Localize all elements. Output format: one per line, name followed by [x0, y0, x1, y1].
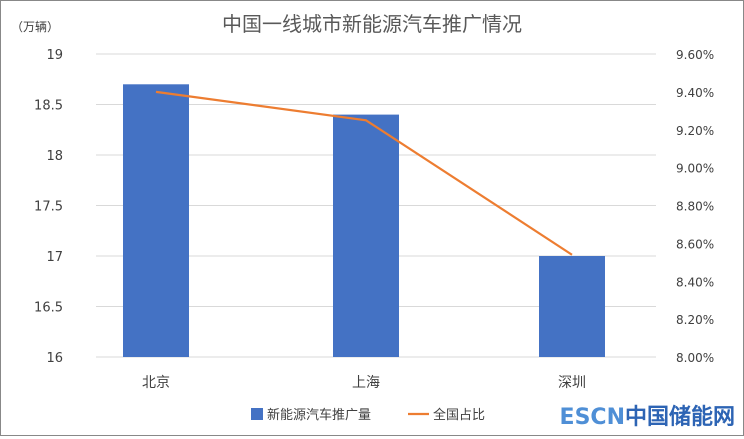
- y2-tick-label: 9.00%: [676, 162, 714, 176]
- bar-上海: [333, 115, 399, 357]
- legend-label-line: 全国占比: [433, 407, 485, 423]
- y2-tick-label: 9.60%: [676, 48, 714, 62]
- chart-title: 中国一线城市新能源汽车推广情况: [222, 12, 522, 36]
- y-tick-label: 16: [46, 351, 63, 366]
- y2-tick-label: 8.20%: [676, 313, 714, 327]
- x-tick-label: 深圳: [558, 375, 586, 391]
- y-tick-label: 16.5: [34, 301, 63, 316]
- y-tick-label: 17.5: [34, 200, 63, 215]
- y-tick-label: 18.5: [34, 99, 63, 114]
- y-tick-label: 19: [46, 48, 63, 63]
- y2-tick-label: 9.40%: [676, 86, 714, 100]
- y-axis-label: （万辆）: [11, 20, 59, 34]
- watermark-logo: ESCN中国储能网: [560, 399, 735, 431]
- y2-tick-label: 8.40%: [676, 275, 714, 289]
- y-tick-label: 18: [46, 149, 63, 164]
- bar-深圳: [539, 256, 605, 357]
- y2-tick-label: 9.20%: [676, 124, 714, 138]
- x-tick-label: 北京: [142, 375, 170, 391]
- y2-tick-label: 8.00%: [676, 351, 714, 365]
- x-tick-label: 上海: [352, 375, 380, 391]
- bar-北京: [123, 84, 189, 357]
- y-tick-label: 17: [46, 250, 63, 265]
- y2-tick-label: 8.80%: [676, 200, 714, 214]
- legend-swatch-bar: [251, 408, 263, 420]
- y2-tick-label: 8.60%: [676, 237, 714, 251]
- legend-label-bar: 新能源汽车推广量: [267, 407, 371, 423]
